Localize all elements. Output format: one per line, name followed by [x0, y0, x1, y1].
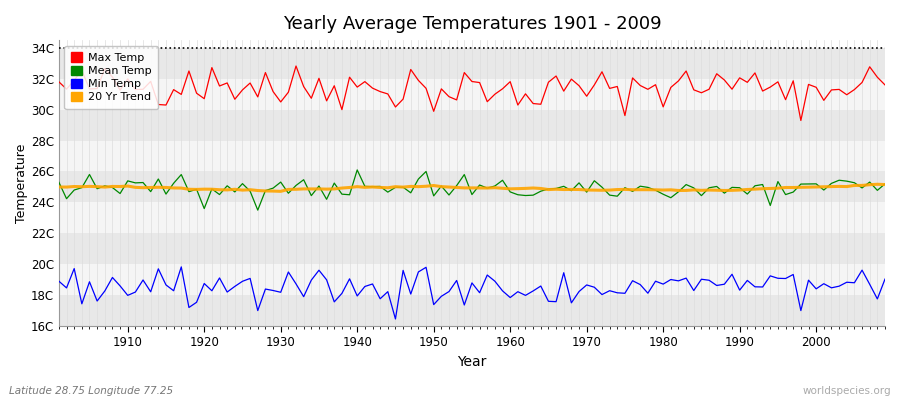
Y-axis label: Temperature: Temperature [15, 143, 28, 223]
Title: Yearly Average Temperatures 1901 - 2009: Yearly Average Temperatures 1901 - 2009 [283, 15, 662, 33]
Bar [58, 295, 885, 326]
Legend: Max Temp, Mean Temp, Min Temp, 20 Yr Trend: Max Temp, Mean Temp, Min Temp, 20 Yr Tre… [65, 46, 158, 109]
Bar [58, 79, 885, 110]
Text: worldspecies.org: worldspecies.org [803, 386, 891, 396]
Bar [58, 264, 885, 295]
Bar [58, 110, 885, 140]
Bar [58, 48, 885, 79]
X-axis label: Year: Year [457, 355, 487, 369]
Bar [58, 202, 885, 233]
Text: Latitude 28.75 Longitude 77.25: Latitude 28.75 Longitude 77.25 [9, 386, 173, 396]
Bar [58, 233, 885, 264]
Bar [58, 140, 885, 172]
Bar [58, 172, 885, 202]
